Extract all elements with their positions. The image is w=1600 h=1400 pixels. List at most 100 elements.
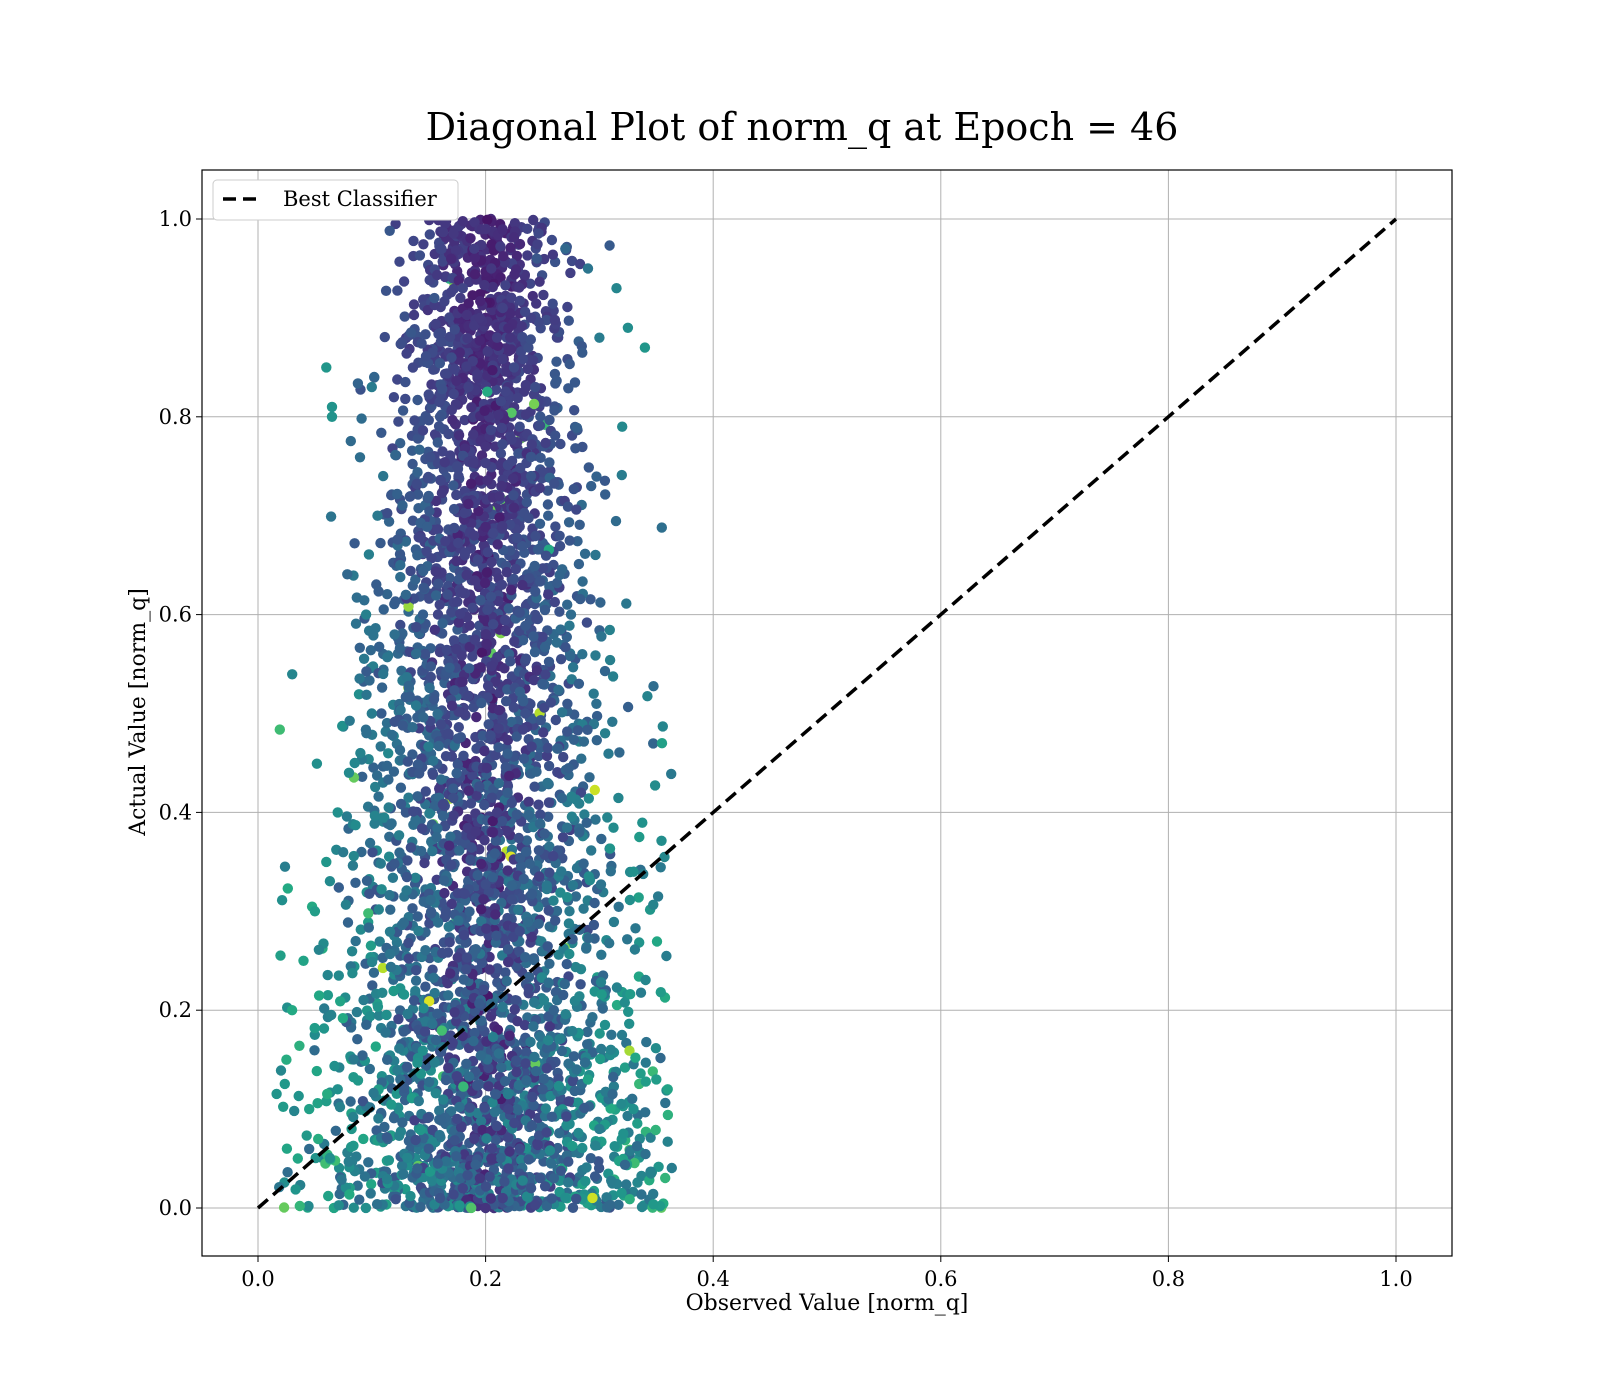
data-point [377,962,389,974]
data-point [413,1095,424,1107]
data-point [469,1133,480,1145]
data-point [553,1080,565,1092]
data-point [376,682,388,693]
data-point [591,710,603,722]
data-point [348,1202,359,1213]
data-point [480,879,491,890]
data-point [372,1001,384,1012]
data-point [573,1127,584,1139]
data-point [375,741,386,752]
data-points [271,213,677,1214]
data-point [597,1003,608,1014]
data-point [366,956,378,968]
data-point [465,798,477,809]
data-point [375,537,386,549]
data-point [367,847,378,858]
data-point [528,1021,539,1032]
data-point [394,744,406,756]
data-point [498,250,509,262]
data-point [630,923,641,934]
data-point [423,1143,434,1154]
data-point [461,569,472,581]
data-point [570,961,581,973]
data-point [497,353,508,365]
data-point [508,502,520,513]
data-point [562,301,573,313]
data-point [560,1192,571,1203]
data-point [393,416,404,427]
data-point [468,429,479,440]
data-point [533,799,544,810]
data-point [432,917,444,928]
data-point [574,519,585,530]
data-point [544,958,555,969]
data-point [611,999,623,1011]
data-point [479,279,490,291]
data-point [570,443,581,454]
data-point [446,859,457,871]
data-point [437,810,449,822]
data-point [322,1088,333,1100]
data-point [459,414,470,426]
data-point [495,396,507,407]
data-point [395,571,406,583]
data-point [595,879,607,890]
data-point [448,810,459,821]
data-point [462,333,473,344]
data-point [574,991,585,1002]
data-point [502,734,514,746]
data-point [323,1190,334,1202]
data-point [407,722,418,733]
data-point [454,347,465,358]
data-point [521,835,533,846]
data-point [446,404,457,416]
data-point [622,322,634,333]
data-point [511,1066,522,1078]
data-point [591,735,602,746]
data-point [444,662,455,673]
data-point [448,503,460,515]
data-point [590,1140,601,1151]
data-point [481,762,493,774]
data-point [526,888,538,900]
data-point [357,1050,368,1061]
data-point [456,586,467,598]
data-point [469,575,480,586]
data-point [276,895,288,906]
data-point [420,981,431,992]
data-point [378,470,389,482]
data-point [350,877,361,888]
data-point [564,948,575,960]
data-point [443,728,454,739]
data-point [531,253,542,264]
data-point [383,516,395,527]
data-point [493,723,504,734]
data-point [432,269,443,281]
data-point [410,574,421,585]
data-point [395,559,406,571]
data-point [383,774,394,785]
data-point [298,955,309,966]
data-point [495,241,506,252]
data-point [309,906,321,917]
data-point [433,740,444,752]
data-point [468,702,479,713]
data-point [434,1129,445,1141]
data-point [523,809,534,821]
data-point [616,469,627,481]
data-point [657,721,668,732]
x-tick-label: 0.4 [696,1267,729,1291]
data-point [506,407,517,418]
data-point [428,755,439,766]
data-point [613,1199,624,1211]
data-point [645,1168,657,1179]
data-point [532,1139,543,1151]
data-point [437,799,449,810]
legend-label: Best Classifier [283,187,438,211]
data-point [335,996,346,1007]
data-point [304,1143,315,1155]
data-point [410,975,422,986]
data-point [605,866,616,877]
data-point [357,771,368,782]
data-point [655,1052,666,1064]
